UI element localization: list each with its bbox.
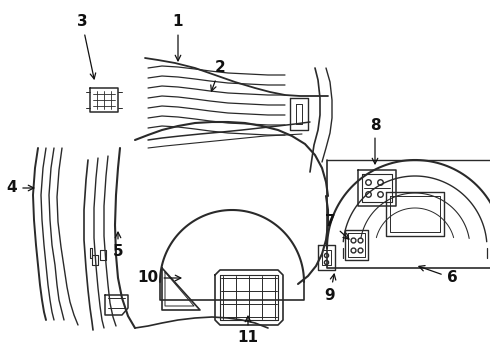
Text: 7: 7 (325, 215, 349, 239)
Text: 6: 6 (419, 266, 457, 285)
Text: 1: 1 (173, 14, 183, 61)
Text: 5: 5 (113, 232, 123, 260)
Text: 8: 8 (369, 117, 380, 164)
Text: 4: 4 (7, 180, 34, 195)
Text: 3: 3 (77, 14, 96, 79)
Text: 9: 9 (325, 274, 336, 302)
Text: 2: 2 (211, 60, 225, 91)
Text: 11: 11 (238, 316, 259, 346)
Text: 10: 10 (137, 270, 181, 285)
